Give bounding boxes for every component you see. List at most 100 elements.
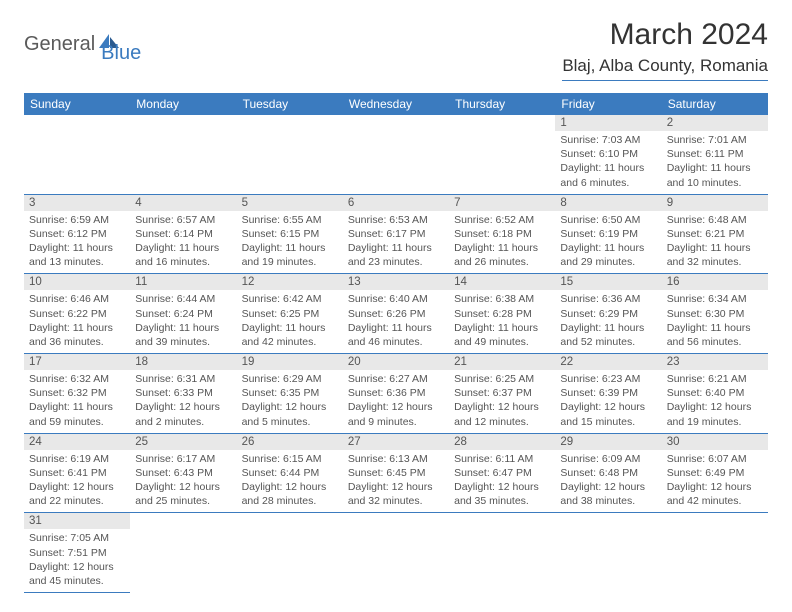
day-details: Sunrise: 6:50 AMSunset: 6:19 PMDaylight:… — [555, 211, 661, 274]
calendar-cell: 7Sunrise: 6:52 AMSunset: 6:18 PMDaylight… — [449, 194, 555, 274]
weekday-header: Sunday — [24, 93, 130, 115]
day-details: Sunrise: 6:44 AMSunset: 6:24 PMDaylight:… — [130, 290, 236, 353]
calendar-row: 10Sunrise: 6:46 AMSunset: 6:22 PMDayligh… — [24, 274, 768, 354]
day-number: 24 — [24, 434, 130, 450]
day-number: 10 — [24, 274, 130, 290]
day-details: Sunrise: 6:31 AMSunset: 6:33 PMDaylight:… — [130, 370, 236, 433]
day-number: 19 — [237, 354, 343, 370]
calendar-cell: 3Sunrise: 6:59 AMSunset: 6:12 PMDaylight… — [24, 194, 130, 274]
day-number: 14 — [449, 274, 555, 290]
day-details: Sunrise: 6:59 AMSunset: 6:12 PMDaylight:… — [24, 211, 130, 274]
calendar-cell — [130, 115, 236, 194]
calendar-cell: 12Sunrise: 6:42 AMSunset: 6:25 PMDayligh… — [237, 274, 343, 354]
calendar-cell: 28Sunrise: 6:11 AMSunset: 6:47 PMDayligh… — [449, 433, 555, 513]
day-number: 15 — [555, 274, 661, 290]
calendar-cell — [555, 513, 661, 593]
calendar-cell: 31Sunrise: 7:05 AMSunset: 7:51 PMDayligh… — [24, 513, 130, 593]
calendar-cell: 1Sunrise: 7:03 AMSunset: 6:10 PMDaylight… — [555, 115, 661, 194]
logo: General Blue — [24, 24, 141, 65]
calendar-cell: 4Sunrise: 6:57 AMSunset: 6:14 PMDaylight… — [130, 194, 236, 274]
calendar-row: 17Sunrise: 6:32 AMSunset: 6:32 PMDayligh… — [24, 354, 768, 434]
day-details: Sunrise: 6:07 AMSunset: 6:49 PMDaylight:… — [662, 450, 768, 513]
calendar-cell: 10Sunrise: 6:46 AMSunset: 6:22 PMDayligh… — [24, 274, 130, 354]
day-number: 29 — [555, 434, 661, 450]
day-details: Sunrise: 6:09 AMSunset: 6:48 PMDaylight:… — [555, 450, 661, 513]
day-number: 17 — [24, 354, 130, 370]
day-number: 23 — [662, 354, 768, 370]
day-details: Sunrise: 6:27 AMSunset: 6:36 PMDaylight:… — [343, 370, 449, 433]
day-details: Sunrise: 6:25 AMSunset: 6:37 PMDaylight:… — [449, 370, 555, 433]
day-details: Sunrise: 6:15 AMSunset: 6:44 PMDaylight:… — [237, 450, 343, 513]
calendar-cell: 9Sunrise: 6:48 AMSunset: 6:21 PMDaylight… — [662, 194, 768, 274]
day-number: 16 — [662, 274, 768, 290]
day-number: 31 — [24, 513, 130, 529]
day-number: 22 — [555, 354, 661, 370]
month-title: March 2024 — [562, 18, 768, 52]
day-details: Sunrise: 6:23 AMSunset: 6:39 PMDaylight:… — [555, 370, 661, 433]
calendar-cell: 15Sunrise: 6:36 AMSunset: 6:29 PMDayligh… — [555, 274, 661, 354]
day-number: 27 — [343, 434, 449, 450]
weekday-header: Monday — [130, 93, 236, 115]
weekday-header: Wednesday — [343, 93, 449, 115]
calendar-cell — [343, 513, 449, 593]
calendar-cell: 22Sunrise: 6:23 AMSunset: 6:39 PMDayligh… — [555, 354, 661, 434]
calendar-cell: 30Sunrise: 6:07 AMSunset: 6:49 PMDayligh… — [662, 433, 768, 513]
day-number: 11 — [130, 274, 236, 290]
header: General Blue March 2024 Blaj, Alba Count… — [24, 18, 768, 81]
day-details: Sunrise: 6:11 AMSunset: 6:47 PMDaylight:… — [449, 450, 555, 513]
day-details: Sunrise: 6:29 AMSunset: 6:35 PMDaylight:… — [237, 370, 343, 433]
calendar-cell: 5Sunrise: 6:55 AMSunset: 6:15 PMDaylight… — [237, 194, 343, 274]
calendar-cell: 17Sunrise: 6:32 AMSunset: 6:32 PMDayligh… — [24, 354, 130, 434]
calendar-cell: 8Sunrise: 6:50 AMSunset: 6:19 PMDaylight… — [555, 194, 661, 274]
calendar-cell — [449, 115, 555, 194]
day-details: Sunrise: 6:32 AMSunset: 6:32 PMDaylight:… — [24, 370, 130, 433]
day-number: 18 — [130, 354, 236, 370]
calendar-cell: 25Sunrise: 6:17 AMSunset: 6:43 PMDayligh… — [130, 433, 236, 513]
calendar-cell: 21Sunrise: 6:25 AMSunset: 6:37 PMDayligh… — [449, 354, 555, 434]
calendar-cell — [237, 115, 343, 194]
day-details: Sunrise: 6:40 AMSunset: 6:26 PMDaylight:… — [343, 290, 449, 353]
day-details: Sunrise: 6:57 AMSunset: 6:14 PMDaylight:… — [130, 211, 236, 274]
day-details: Sunrise: 6:46 AMSunset: 6:22 PMDaylight:… — [24, 290, 130, 353]
day-number: 28 — [449, 434, 555, 450]
calendar-cell: 24Sunrise: 6:19 AMSunset: 6:41 PMDayligh… — [24, 433, 130, 513]
calendar-cell: 19Sunrise: 6:29 AMSunset: 6:35 PMDayligh… — [237, 354, 343, 434]
calendar-cell: 2Sunrise: 7:01 AMSunset: 6:11 PMDaylight… — [662, 115, 768, 194]
day-details: Sunrise: 7:03 AMSunset: 6:10 PMDaylight:… — [555, 131, 661, 194]
calendar-table: SundayMondayTuesdayWednesdayThursdayFrid… — [24, 93, 768, 593]
logo-text-blue: Blue — [101, 42, 141, 65]
calendar-cell — [343, 115, 449, 194]
title-block: March 2024 Blaj, Alba County, Romania — [562, 18, 768, 81]
day-number: 9 — [662, 195, 768, 211]
day-details: Sunrise: 6:34 AMSunset: 6:30 PMDaylight:… — [662, 290, 768, 353]
day-number: 1 — [555, 115, 661, 131]
day-number: 6 — [343, 195, 449, 211]
calendar-cell: 6Sunrise: 6:53 AMSunset: 6:17 PMDaylight… — [343, 194, 449, 274]
calendar-row: 3Sunrise: 6:59 AMSunset: 6:12 PMDaylight… — [24, 194, 768, 274]
calendar-row: 24Sunrise: 6:19 AMSunset: 6:41 PMDayligh… — [24, 433, 768, 513]
day-details: Sunrise: 6:19 AMSunset: 6:41 PMDaylight:… — [24, 450, 130, 513]
calendar-cell — [237, 513, 343, 593]
weekday-header: Friday — [555, 93, 661, 115]
calendar-cell: 18Sunrise: 6:31 AMSunset: 6:33 PMDayligh… — [130, 354, 236, 434]
calendar-row: 1Sunrise: 7:03 AMSunset: 6:10 PMDaylight… — [24, 115, 768, 194]
weekday-header: Thursday — [449, 93, 555, 115]
calendar-cell: 11Sunrise: 6:44 AMSunset: 6:24 PMDayligh… — [130, 274, 236, 354]
logo-text-general: General — [24, 33, 95, 56]
calendar-body: 1Sunrise: 7:03 AMSunset: 6:10 PMDaylight… — [24, 115, 768, 593]
day-number: 4 — [130, 195, 236, 211]
day-details: Sunrise: 6:17 AMSunset: 6:43 PMDaylight:… — [130, 450, 236, 513]
calendar-cell: 27Sunrise: 6:13 AMSunset: 6:45 PMDayligh… — [343, 433, 449, 513]
day-number: 3 — [24, 195, 130, 211]
day-number: 26 — [237, 434, 343, 450]
calendar-cell: 29Sunrise: 6:09 AMSunset: 6:48 PMDayligh… — [555, 433, 661, 513]
calendar-cell: 14Sunrise: 6:38 AMSunset: 6:28 PMDayligh… — [449, 274, 555, 354]
day-number: 25 — [130, 434, 236, 450]
day-details: Sunrise: 6:21 AMSunset: 6:40 PMDaylight:… — [662, 370, 768, 433]
calendar-cell — [24, 115, 130, 194]
calendar-head: SundayMondayTuesdayWednesdayThursdayFrid… — [24, 93, 768, 115]
day-number: 2 — [662, 115, 768, 131]
calendar-cell: 26Sunrise: 6:15 AMSunset: 6:44 PMDayligh… — [237, 433, 343, 513]
weekday-header: Saturday — [662, 93, 768, 115]
calendar-cell — [662, 513, 768, 593]
